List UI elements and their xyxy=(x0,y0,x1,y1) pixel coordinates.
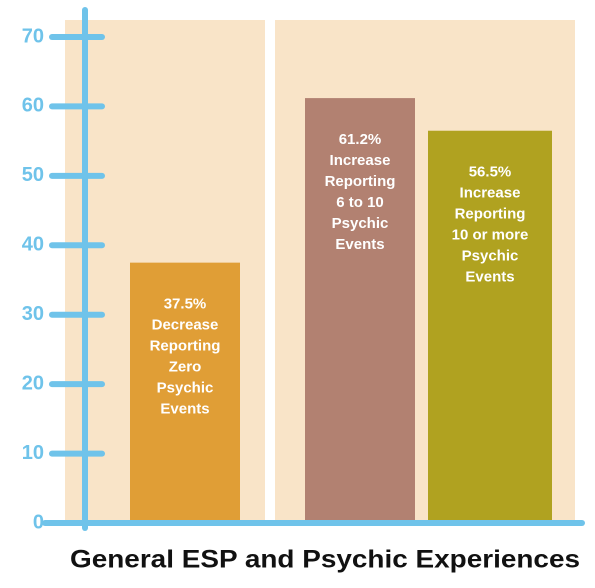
bar-description: Psychic xyxy=(332,215,389,232)
bar-description: Reporting xyxy=(150,338,221,355)
bar-description: Events xyxy=(465,269,514,286)
bar-description: Events xyxy=(160,401,209,418)
y-tick-label: 0 xyxy=(33,511,44,533)
chart-title: General ESP and Psychic Experiences xyxy=(70,546,580,574)
bar xyxy=(305,98,415,524)
bar-description: 6 to 10 xyxy=(336,194,384,211)
bar-description: 10 or more xyxy=(452,227,529,244)
bar-description: Decrease xyxy=(152,317,219,334)
y-tick-label: 10 xyxy=(22,442,44,464)
y-tick-label: 50 xyxy=(22,164,44,186)
bar-description: Reporting xyxy=(455,206,526,223)
bar-description: Events xyxy=(335,236,384,253)
y-tick-label: 60 xyxy=(22,95,44,117)
bar-description: Zero xyxy=(169,359,202,376)
bar xyxy=(130,262,240,523)
bar xyxy=(428,130,552,523)
data-label: 56.5% xyxy=(469,164,512,181)
y-tick-label: 30 xyxy=(22,303,44,325)
y-tick-label: 20 xyxy=(22,372,44,394)
y-tick-label: 40 xyxy=(22,234,44,256)
y-tick-label: 70 xyxy=(22,25,44,47)
bar-description: Increase xyxy=(460,185,521,202)
bar-description: Increase xyxy=(330,152,391,169)
bar-description: Psychic xyxy=(157,380,214,397)
data-label: 61.2% xyxy=(339,131,382,148)
bar-description: Reporting xyxy=(325,173,396,190)
data-label: 37.5% xyxy=(164,296,207,313)
bar-description: Psychic xyxy=(462,248,519,265)
